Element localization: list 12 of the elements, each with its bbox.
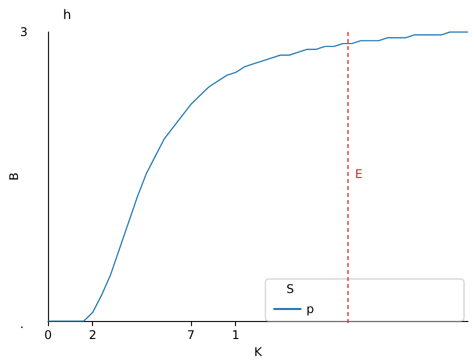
chart-title: h: [63, 8, 72, 23]
x-tick-label: 1: [232, 328, 240, 342]
x-tick-label: 7: [187, 328, 195, 342]
annotation: E: [355, 167, 363, 181]
text: 3: [20, 25, 28, 39]
y-axis-title: B: [7, 172, 21, 181]
x-tick-label: 2: [88, 328, 96, 342]
x-axis-title: K: [254, 345, 264, 359]
legend-title: S: [286, 282, 294, 296]
x-tick-label: 0: [44, 328, 52, 342]
legend-label: p: [306, 302, 314, 316]
text: .: [20, 317, 24, 331]
